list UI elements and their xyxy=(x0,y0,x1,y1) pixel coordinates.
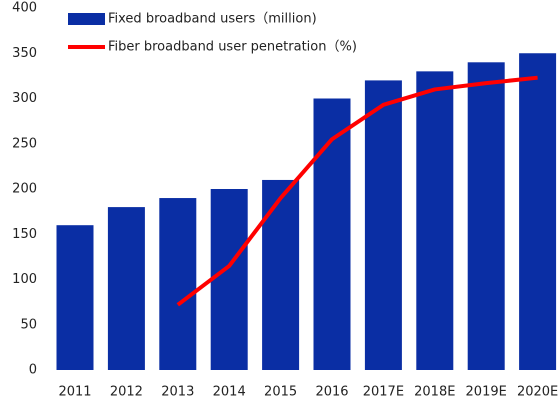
legend-swatch xyxy=(68,13,105,25)
legend-label: Fiber broadband user penetration（%) xyxy=(108,40,357,55)
y-tick-label: 0 xyxy=(29,363,37,378)
x-tick-label: 2015 xyxy=(264,385,297,400)
y-tick-label: 300 xyxy=(12,91,37,106)
x-tick-label: 2017E xyxy=(363,385,404,400)
bar xyxy=(56,225,94,370)
bar xyxy=(262,179,300,370)
y-tick-label: 200 xyxy=(12,182,37,197)
bar xyxy=(364,80,402,371)
line xyxy=(176,75,538,307)
bar xyxy=(519,53,557,370)
x-tick-label: 2013 xyxy=(161,385,194,400)
x-tick-label: 2019E xyxy=(466,385,507,400)
bar xyxy=(416,71,454,370)
x-tick-label: 2014 xyxy=(213,385,246,400)
x-tick-label: 2011 xyxy=(58,385,91,400)
y-tick-label: 250 xyxy=(12,136,37,151)
bar xyxy=(210,189,248,370)
bar xyxy=(467,62,505,371)
y-tick-label: 400 xyxy=(12,1,37,16)
x-tick-label: 2012 xyxy=(110,385,143,400)
y-tick-label: 350 xyxy=(12,46,37,61)
bar xyxy=(159,198,197,370)
y-tick-label: 100 xyxy=(12,272,37,287)
x-tick-label: 2018E xyxy=(414,385,455,400)
y-tick-label: 50 xyxy=(20,317,37,332)
y-tick-label: 150 xyxy=(12,227,37,242)
bar xyxy=(313,98,351,370)
legend-label: Fixed broadband users（million) xyxy=(108,12,317,27)
x-tick-label: 2020E xyxy=(517,385,558,400)
bar xyxy=(107,207,145,370)
x-tick-label: 2016 xyxy=(315,385,348,400)
